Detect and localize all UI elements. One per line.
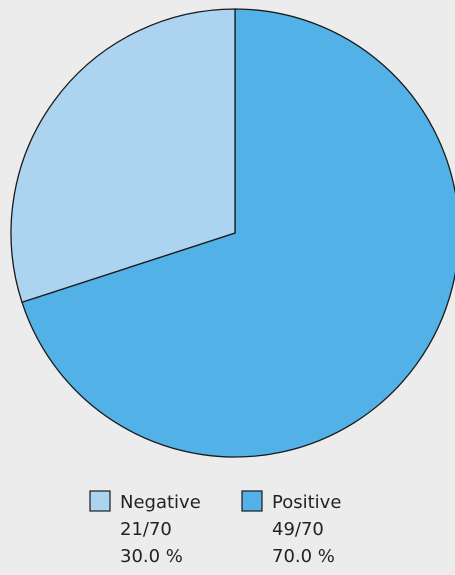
- legend-item-negative: Negative 21/70 30.0 %: [89, 490, 201, 567]
- legend-label-positive: Positive: [272, 492, 341, 513]
- pie-slice-positive: [21, 8, 455, 458]
- legend-swatch-negative: [89, 490, 111, 512]
- legend: Negative 21/70 30.0 % Positive 49/70 70.0 %: [89, 490, 341, 567]
- pie-slice-negative: [10, 8, 236, 304]
- legend-fraction-negative: 21/70: [120, 519, 172, 540]
- legend-fraction-positive: 49/70: [272, 519, 324, 540]
- legend-label-negative: Negative: [120, 492, 201, 513]
- pie-slices: [10, 8, 455, 458]
- legend-percent-positive: 70.0 %: [272, 546, 335, 567]
- legend-percent-negative: 30.0 %: [120, 546, 183, 567]
- legend-item-positive: Positive 49/70 70.0 %: [241, 490, 341, 567]
- legend-swatch-positive: [241, 490, 263, 512]
